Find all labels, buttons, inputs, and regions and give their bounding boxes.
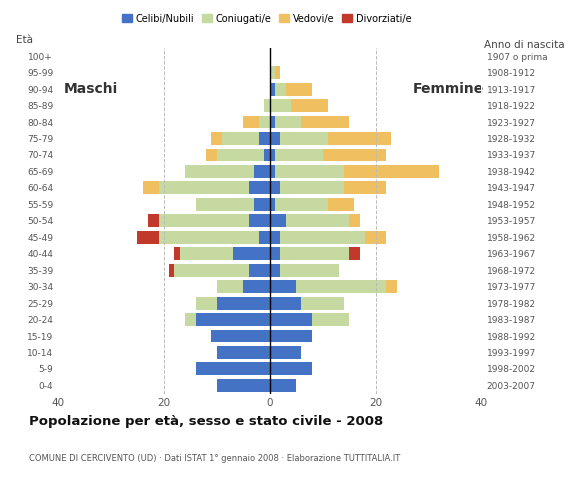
- Bar: [365, 231, 386, 244]
- Bar: [270, 379, 296, 392]
- Bar: [270, 165, 275, 178]
- Bar: [169, 264, 175, 276]
- Bar: [248, 215, 270, 227]
- Bar: [280, 231, 365, 244]
- Bar: [175, 247, 180, 260]
- Bar: [275, 116, 302, 129]
- Bar: [270, 66, 275, 79]
- Bar: [285, 215, 349, 227]
- Bar: [158, 181, 248, 194]
- Bar: [302, 116, 349, 129]
- Bar: [270, 116, 275, 129]
- Bar: [259, 116, 270, 129]
- Bar: [243, 116, 259, 129]
- Bar: [302, 297, 344, 310]
- Bar: [195, 362, 270, 375]
- Bar: [280, 264, 339, 276]
- Bar: [270, 313, 312, 326]
- Bar: [285, 83, 312, 96]
- Bar: [270, 297, 302, 310]
- Bar: [275, 83, 285, 96]
- Bar: [270, 346, 302, 359]
- Bar: [254, 165, 270, 178]
- Bar: [270, 83, 275, 96]
- Bar: [259, 132, 270, 145]
- Bar: [270, 362, 312, 375]
- Bar: [344, 165, 439, 178]
- Bar: [195, 313, 270, 326]
- Bar: [206, 148, 217, 161]
- Bar: [270, 215, 285, 227]
- Text: Femmine: Femmine: [412, 82, 484, 96]
- Bar: [349, 247, 360, 260]
- Bar: [175, 264, 248, 276]
- Bar: [275, 198, 328, 211]
- Bar: [212, 132, 222, 145]
- Bar: [270, 198, 275, 211]
- Bar: [185, 165, 254, 178]
- Bar: [259, 231, 270, 244]
- Bar: [270, 231, 280, 244]
- Text: Età: Età: [16, 35, 32, 45]
- Bar: [148, 215, 158, 227]
- Bar: [217, 346, 270, 359]
- Bar: [185, 313, 195, 326]
- Bar: [280, 247, 349, 260]
- Bar: [275, 148, 322, 161]
- Bar: [222, 132, 259, 145]
- Text: Maschi: Maschi: [63, 82, 118, 96]
- Bar: [270, 280, 296, 293]
- Bar: [143, 181, 158, 194]
- Bar: [270, 132, 280, 145]
- Bar: [328, 198, 354, 211]
- Bar: [291, 99, 328, 112]
- Bar: [296, 280, 386, 293]
- Bar: [195, 198, 254, 211]
- Bar: [217, 379, 270, 392]
- Bar: [264, 99, 270, 112]
- Bar: [270, 247, 280, 260]
- Bar: [275, 165, 344, 178]
- Bar: [270, 330, 312, 342]
- Bar: [386, 280, 397, 293]
- Legend: Celibi/Nubili, Coniugati/e, Vedovi/e, Divorziati/e: Celibi/Nubili, Coniugati/e, Vedovi/e, Di…: [118, 10, 415, 27]
- Text: Anno di nascita: Anno di nascita: [484, 40, 565, 50]
- Bar: [264, 148, 270, 161]
- Bar: [195, 297, 217, 310]
- Bar: [158, 231, 259, 244]
- Bar: [270, 148, 275, 161]
- Text: Popolazione per età, sesso e stato civile - 2008: Popolazione per età, sesso e stato civil…: [29, 415, 383, 428]
- Bar: [212, 330, 270, 342]
- Text: COMUNE DI CERCIVENTO (UD) · Dati ISTAT 1° gennaio 2008 · Elaborazione TUTTITALIA: COMUNE DI CERCIVENTO (UD) · Dati ISTAT 1…: [29, 454, 400, 463]
- Bar: [233, 247, 270, 260]
- Bar: [270, 181, 280, 194]
- Bar: [248, 181, 270, 194]
- Bar: [217, 297, 270, 310]
- Bar: [322, 148, 386, 161]
- Bar: [243, 280, 270, 293]
- Bar: [217, 148, 264, 161]
- Bar: [137, 231, 158, 244]
- Bar: [158, 215, 248, 227]
- Bar: [280, 132, 328, 145]
- Bar: [270, 264, 280, 276]
- Bar: [349, 215, 360, 227]
- Bar: [344, 181, 386, 194]
- Bar: [217, 280, 243, 293]
- Bar: [270, 99, 291, 112]
- Bar: [254, 198, 270, 211]
- Bar: [275, 66, 280, 79]
- Bar: [280, 181, 344, 194]
- Bar: [328, 132, 392, 145]
- Bar: [248, 264, 270, 276]
- Bar: [180, 247, 233, 260]
- Bar: [312, 313, 349, 326]
